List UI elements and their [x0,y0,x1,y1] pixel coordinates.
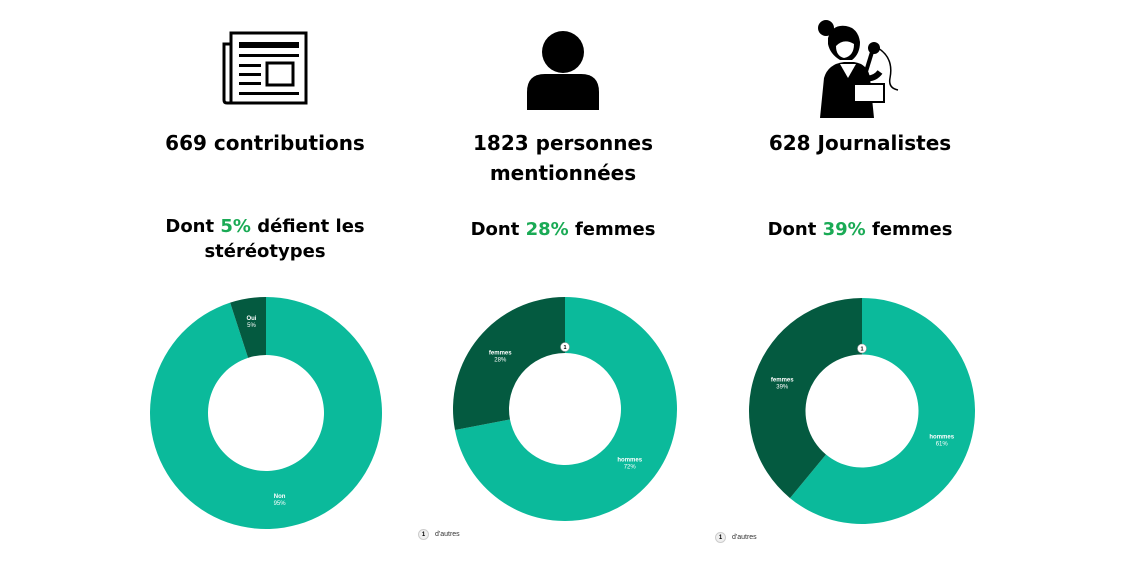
stat-journalistes: 628 Journalistes [768,131,952,155]
slice-hommes[interactable] [454,297,677,521]
slice-value-label: 61% [936,442,949,448]
slice-non[interactable] [150,297,382,529]
slice-label: Oui [246,316,256,322]
stat-contributions: 669 contributions [165,131,365,155]
marker-badge [857,343,867,354]
marker-badge-label: 1 [860,347,863,353]
slice-label: femmes [489,350,512,356]
slice-hommes[interactable] [789,298,975,524]
legend-marker-badge: 1 [715,532,726,543]
legend-marker-badge: 1 [418,529,429,540]
person-icon [527,31,599,110]
slice-oui[interactable] [230,297,266,358]
slice-value-label: 5% [247,323,256,329]
chart-legend: 1 d'autres [418,529,460,540]
slice-label: hommes [929,435,954,441]
newspaper-icon [222,31,308,105]
stat-column-contributions: 669 contributions Dont 5% défient les st… [75,0,455,585]
slice-value-label: 28% [494,357,507,363]
subtitle-contributions: Dont 5% défient les stéréotypes [165,216,365,262]
chart-legend: 1 d'autres [715,532,757,543]
stat-column-personnes: 1823 personnes mentionnées Dont 28% femm… [373,0,753,585]
stat-personnes: 1823 personnes mentionnées [473,131,653,185]
marker-badge-label: 1 [563,345,566,351]
slice-label: hommes [617,458,642,464]
slice-value-label: 95% [274,501,287,507]
stat-column-journalistes: 628 Journalistes Dont 39% femmes hommes 6… [670,0,1050,585]
subtitle-personnes: Dont 28% femmes [470,219,656,240]
slice-femmes[interactable] [453,297,565,430]
slice-label: femmes [771,377,794,383]
marker-badge [560,342,570,352]
journalist-icon [818,20,899,118]
slice-value-label: 72% [624,465,637,471]
slice-label: Non [274,494,286,500]
legend-label: d'autres [435,531,460,538]
legend-label: d'autres [732,534,757,541]
slice-value-label: 39% [776,384,789,390]
subtitle-journalistes: Dont 39% femmes [767,219,953,240]
slice-femmes[interactable] [749,298,862,499]
